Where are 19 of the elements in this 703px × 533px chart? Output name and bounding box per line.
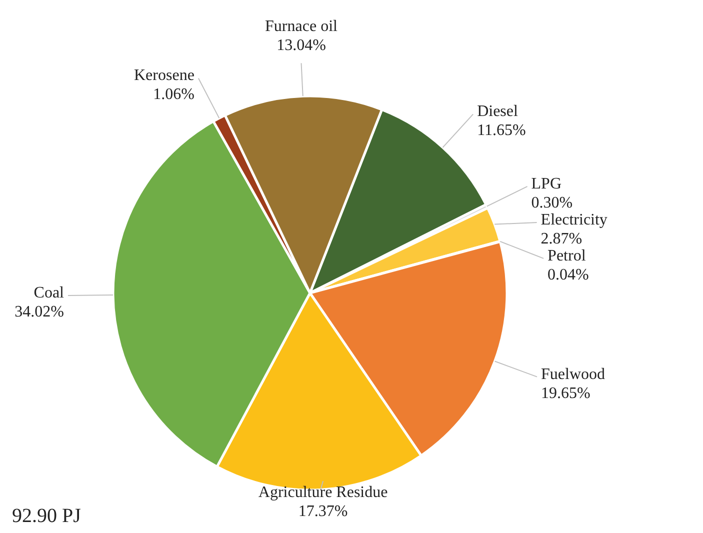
- slice-label: Agriculture Residue: [258, 484, 388, 501]
- data-label: 0.04%: [548, 266, 589, 284]
- text: 92.90 PJ: [12, 505, 82, 527]
- data-label: 2.87%: [540, 230, 582, 248]
- data-label: 13.04%: [276, 37, 326, 54]
- data-label: 11.65%: [477, 122, 526, 140]
- slice-label: Coal: [34, 284, 65, 302]
- slice-label: Petrol: [548, 247, 586, 264]
- slice-label: Kerosene: [134, 67, 194, 84]
- slice-label: Diesel: [477, 103, 519, 120]
- slice-label: Fuelwood: [541, 366, 606, 383]
- slice-label: Furnace oil: [265, 18, 338, 36]
- slice-label: Electricity: [540, 211, 608, 228]
- data-label: 1.06%: [153, 86, 194, 104]
- slice-label: LPG: [531, 175, 562, 192]
- data-label: 0.30%: [531, 194, 573, 212]
- data-label: 34.02%: [14, 304, 64, 321]
- data-label: 17.37%: [298, 503, 348, 520]
- data-label: 19.65%: [541, 384, 590, 402]
